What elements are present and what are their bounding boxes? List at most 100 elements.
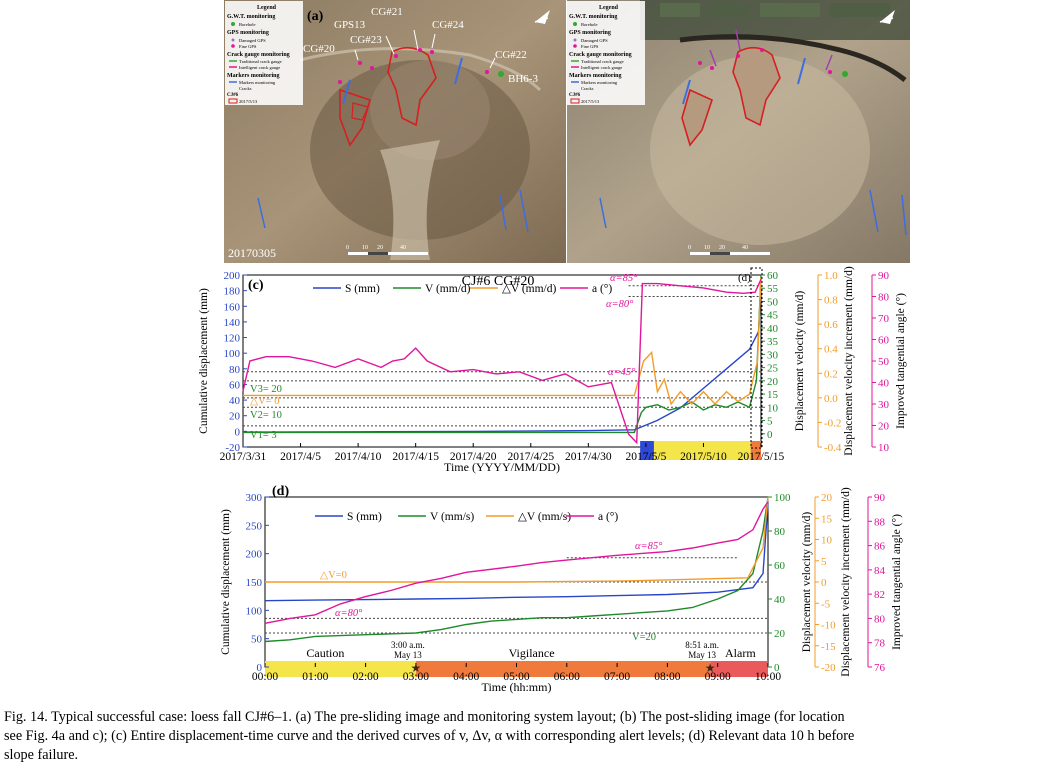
y-tick-label-a: 30 — [878, 399, 890, 411]
x-tick-label: 05:00 — [503, 671, 529, 683]
svg-text:2017/5/13: 2017/5/13 — [239, 99, 258, 104]
y-tick-label-dV: 0.0 — [824, 393, 838, 405]
y-tick-label-dV: 1.0 — [824, 270, 838, 282]
annotation: V1= 3 — [250, 430, 277, 441]
annotation: α=45° — [608, 367, 636, 378]
y-tick-label-V: 60 — [767, 270, 779, 282]
y-tick-label-S: 140 — [224, 317, 241, 329]
alert-band-0 — [640, 441, 654, 460]
series-line-dV — [243, 277, 762, 406]
x-tick-label: 01:00 — [302, 671, 328, 683]
y-tick-label-V: 15 — [767, 389, 779, 401]
y-tick-label-a: 50 — [878, 356, 890, 368]
y-tick-label-dV: -15 — [821, 641, 836, 653]
y-axis-label-dV: Displacement velocity increment (mm/d) — [840, 487, 852, 677]
svg-text:20: 20 — [719, 245, 725, 251]
svg-text:Intelligent crack gauge: Intelligent crack gauge — [581, 65, 622, 70]
y-tick-label-S: 150 — [246, 577, 263, 589]
x-tick-label: 2017/4/20 — [450, 451, 497, 463]
svg-text:CJ#6: CJ#6 — [569, 93, 581, 98]
x-tick-label: 09:00 — [705, 671, 731, 683]
y-tick-label-S: 120 — [224, 333, 241, 345]
y-tick-label-V: 100 — [774, 492, 791, 504]
svg-text:Cracks: Cracks — [239, 86, 252, 91]
x-tick-label: 2017/4/10 — [335, 451, 382, 463]
svg-text:10: 10 — [362, 245, 368, 251]
svg-text:Fine GPS: Fine GPS — [239, 44, 257, 49]
y-tick-label-a: 10 — [878, 442, 890, 454]
scale-bar: 0 10 20 40 — [688, 245, 770, 255]
chart-c: 2017/3/31 2017/4/5 2017/4/10 2017/4/15 2017/… — [198, 266, 907, 474]
alert-band-1 — [415, 661, 711, 677]
annotation: △V=0 — [320, 570, 347, 581]
y-tick-label-V: 50 — [767, 296, 779, 308]
y-tick-label-dV: -5 — [821, 598, 831, 610]
svg-text:40: 40 — [742, 245, 748, 251]
y-axis-label-a: Improved tangential angle (°) — [891, 514, 903, 650]
alert-band-0 — [265, 661, 416, 677]
y-axis-label-V: Displacement velocity (mm/d) — [801, 512, 813, 653]
y-tick-label-a: 84 — [874, 565, 886, 577]
x-tick-label: 07:00 — [604, 671, 630, 683]
svg-text:GPS monitoring: GPS monitoring — [227, 30, 269, 36]
svg-text:Crack gauge monitoring: Crack gauge monitoring — [227, 52, 290, 58]
y-tick-label-S: 160 — [224, 301, 241, 313]
annotation: α=80° — [335, 608, 363, 619]
svg-text:Borehole: Borehole — [239, 22, 256, 27]
svg-text:Markers monitoring: Markers monitoring — [581, 80, 618, 85]
figure: Legend G.W.T. monitoring Borehole GPS mo… — [198, 0, 910, 694]
y-tick-label-V: 45 — [767, 310, 779, 322]
y-tick-label-V: 0 — [767, 429, 773, 441]
series-line-S — [264, 502, 769, 602]
x-tick-label: 2017/3/31 — [220, 451, 267, 463]
legend-item-dV: △V (mm/d) — [502, 283, 556, 295]
x-axis-label: Time (YYYY/MM/DD) — [444, 460, 560, 474]
x-tick-label: 10:00 — [755, 671, 781, 683]
series-line-a — [264, 501, 769, 624]
svg-text:Borehole: Borehole — [581, 22, 598, 27]
annotation: α=85° — [610, 273, 638, 284]
y-tick-label-V: 60 — [774, 560, 786, 572]
x-tick-label: 2017/4/25 — [507, 451, 554, 463]
event-star-icon: ★ — [411, 661, 422, 675]
y-tick-label-V: 25 — [767, 363, 779, 375]
y-tick-label-V: 80 — [774, 526, 786, 538]
label-cg21: CG#21 — [371, 6, 403, 18]
annotation: △V= 0 — [250, 396, 279, 407]
caption-line-3: slope failure. — [4, 747, 79, 763]
annotation: V3= 20 — [250, 384, 282, 395]
legend-item-a: a (°) — [598, 511, 618, 523]
svg-text:CJ#6: CJ#6 — [227, 93, 239, 98]
svg-text:Markers monitoring: Markers monitoring — [569, 73, 622, 79]
svg-text:Markers monitoring: Markers monitoring — [239, 80, 276, 85]
event-time-label: 3:00 a.m. — [391, 640, 425, 650]
annotation: V=20 — [632, 632, 656, 643]
y-tick-label-a: 70 — [878, 313, 890, 325]
svg-text:Intelligent crack gauge: Intelligent crack gauge — [239, 65, 280, 70]
series-line-S — [242, 278, 762, 433]
y-tick-label-a: 80 — [878, 292, 890, 304]
y-tick-label-S: 60 — [229, 379, 241, 391]
svg-text:Legend: Legend — [599, 5, 619, 11]
alert-band-2 — [750, 441, 761, 460]
label-cg20: CG#20 — [303, 43, 335, 55]
caption-line-2: see Fig. 4a and c); (c) Entire displacem… — [4, 728, 855, 744]
north-arrow-icon — [879, 10, 895, 24]
label-cg22: CG#22 — [495, 49, 527, 61]
panel-a-label: (a) — [307, 9, 324, 24]
x-tick-label: 2017/4/5 — [280, 451, 321, 463]
y-tick-label-dV: 0 — [821, 577, 827, 589]
svg-text:Traditional crack gauge: Traditional crack gauge — [581, 59, 624, 64]
y-tick-label-V: 35 — [767, 336, 779, 348]
chart-d: 00:00 01:00 02:00 03:00 04:00 05:00 06:00 07:00… — [220, 484, 903, 694]
y-tick-label-V: 0 — [774, 662, 780, 674]
caption-line-1: Fig. 14. Typical successful case: loess … — [4, 709, 845, 725]
annotation: α=85° — [635, 541, 663, 552]
y-axis-label-a: Improved tangential angle (°) — [895, 293, 907, 429]
y-tick-label-S: 180 — [224, 286, 241, 298]
y-tick-label-S: 200 — [246, 549, 263, 561]
event-date-label: May 13 — [688, 650, 716, 660]
series-line-V — [264, 496, 769, 643]
satellite-image-pre-sliding: Legend G.W.T. monitoring Borehole GPS mo… — [224, 0, 566, 263]
north-arrow-icon — [534, 10, 550, 24]
